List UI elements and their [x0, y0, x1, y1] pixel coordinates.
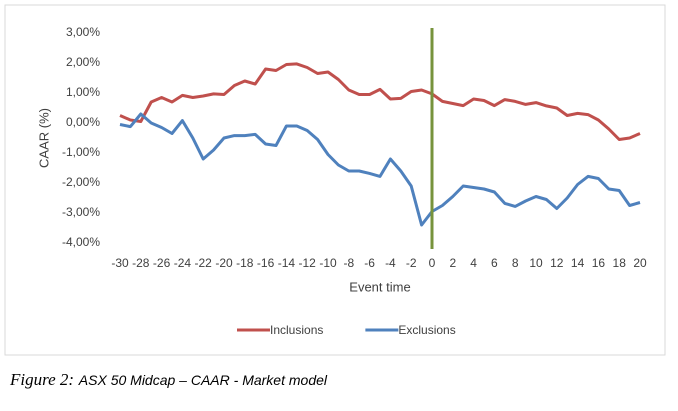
y-tick-label: -2,00%: [62, 175, 100, 189]
series-line: [119, 112, 641, 227]
x-tick-label: 0: [429, 256, 436, 270]
x-tick-label: -28: [132, 256, 150, 270]
x-tick-label: -24: [174, 256, 192, 270]
x-tick-label: -4: [385, 256, 396, 270]
x-tick-label: -26: [153, 256, 171, 270]
caption: Figure 2: ASX 50 Midcap – CAAR - Market …: [9, 370, 328, 390]
x-tick-label: -20: [215, 256, 233, 270]
x-tick-label: -16: [257, 256, 275, 270]
y-tick-label: 3,00%: [66, 25, 100, 39]
chart-frame: [4, 4, 666, 356]
series-line: [119, 62, 641, 141]
x-tick-label: 12: [550, 256, 564, 270]
legend-label: Exclusions: [398, 323, 455, 337]
y-tick-label: -3,00%: [62, 205, 100, 219]
x-tick-label: 18: [613, 256, 627, 270]
x-axis-label: Event time: [349, 279, 410, 294]
x-tick-label: -12: [299, 256, 317, 270]
x-tick-label: 8: [512, 256, 519, 270]
caption-label: Figure 2:: [9, 370, 74, 389]
y-tick-label: -4,00%: [62, 235, 100, 249]
x-tick-label: 16: [592, 256, 606, 270]
y-tick-label: -1,00%: [62, 145, 100, 159]
caption-text: ASX 50 Midcap – CAAR - Market model: [78, 372, 328, 388]
y-axis-label: CAAR (%): [36, 108, 51, 168]
x-tick-label: 10: [529, 256, 543, 270]
x-tick-label: -14: [278, 256, 296, 270]
x-tick-label: -2: [406, 256, 417, 270]
x-tick-label: 14: [571, 256, 585, 270]
x-tick-label: 6: [491, 256, 498, 270]
y-tick-label: 0,00%: [66, 115, 100, 129]
x-tick-label: -22: [195, 256, 213, 270]
legend-label: Inclusions: [270, 323, 323, 337]
x-tick-label: 2: [449, 256, 456, 270]
x-tick-label: 20: [633, 256, 647, 270]
y-tick-label: 1,00%: [66, 85, 100, 99]
y-tick-label: 2,00%: [66, 55, 100, 69]
x-tick-label: -8: [343, 256, 354, 270]
x-tick-label: -6: [364, 256, 375, 270]
x-tick-label: -30: [111, 256, 129, 270]
x-tick-label: -18: [236, 256, 254, 270]
x-tick-label: 4: [470, 256, 477, 270]
x-tick-label: -10: [319, 256, 337, 270]
